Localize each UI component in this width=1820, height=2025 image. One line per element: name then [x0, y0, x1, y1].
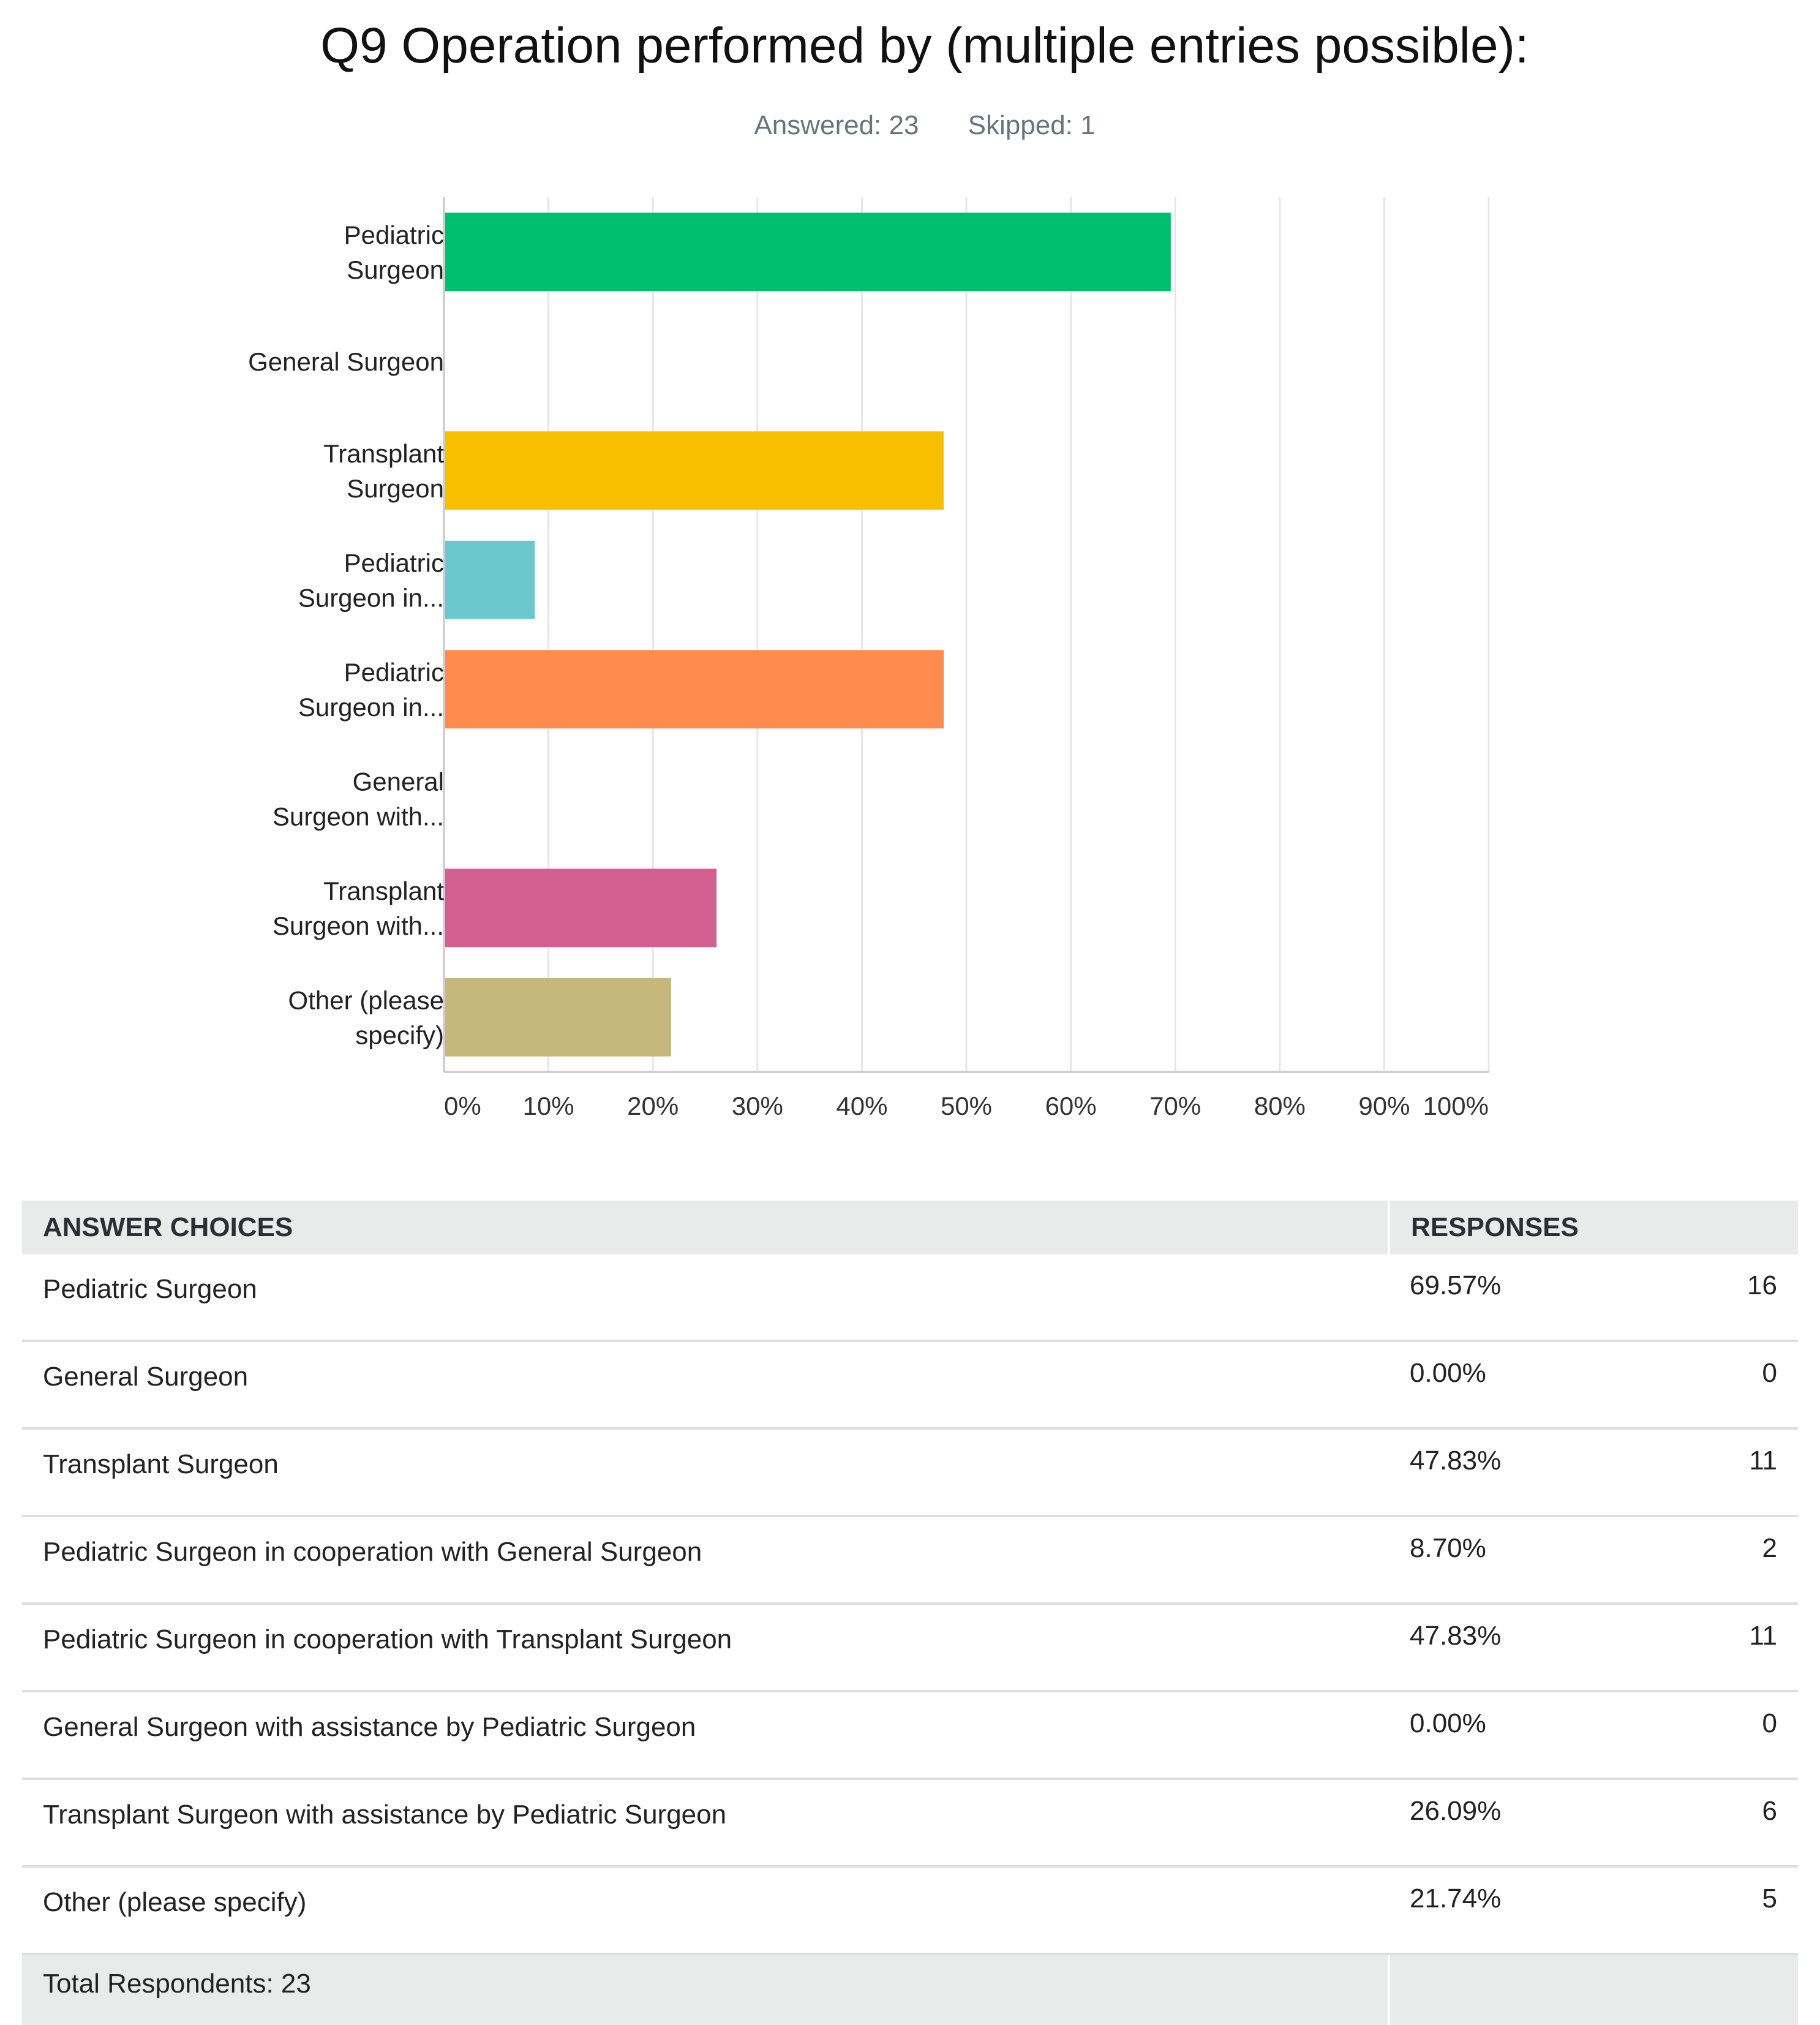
table-row: Transplant Surgeon 47.83% 11	[22, 1428, 1798, 1517]
category-label: Transplant	[323, 877, 444, 905]
x-tick-label: 30%	[732, 1092, 783, 1120]
table-row: General Surgeon with assistance by Pedia…	[22, 1691, 1798, 1780]
response-percent-cell: 47.83%	[1389, 1604, 1667, 1692]
category-label: Other (please	[288, 986, 444, 1014]
answer-choice-cell: Pediatric Surgeon	[22, 1254, 1389, 1342]
x-tick-label: 20%	[627, 1092, 679, 1120]
x-tick-label: 50%	[941, 1092, 992, 1120]
table-row: Transplant Surgeon with assistance by Pe…	[22, 1779, 1798, 1868]
answer-choice-cell: Pediatric Surgeon in cooperation with Tr…	[22, 1604, 1389, 1692]
category-label: Pediatric	[344, 221, 444, 249]
category-label: specify)	[355, 1020, 444, 1049]
bar	[444, 540, 535, 619]
x-tick-label: 10%	[523, 1092, 574, 1120]
response-summary: Answered: 23 Skipped: 1	[0, 110, 1820, 141]
category-label: Surgeon	[347, 255, 444, 284]
table-row: General Surgeon 0.00% 0	[22, 1341, 1798, 1430]
table-row: Pediatric Surgeon 69.57% 16	[22, 1254, 1798, 1342]
response-percent-cell: 69.57%	[1389, 1254, 1667, 1342]
answer-choices-header: ANSWER CHOICES	[22, 1201, 1389, 1254]
x-tick-label: 100%	[1423, 1092, 1489, 1120]
answer-choice-cell: Transplant Surgeon	[22, 1428, 1389, 1517]
category-label: Surgeon with...	[273, 911, 444, 940]
bar	[444, 978, 671, 1057]
response-count-cell: 11	[1667, 1604, 1798, 1692]
category-label: Transplant	[323, 439, 444, 468]
table-row: Pediatric Surgeon in cooperation with Ge…	[22, 1516, 1798, 1605]
category-label: Surgeon	[347, 474, 444, 503]
x-tick-label: 60%	[1045, 1092, 1097, 1120]
table-row: Pediatric Surgeon in cooperation with Tr…	[22, 1604, 1798, 1692]
bar-chart: Pediatric Surgeon General Surgeon Transplan…	[248, 197, 1490, 1120]
table-header-row: ANSWER CHOICES RESPONSES	[22, 1201, 1798, 1254]
bar	[444, 431, 944, 510]
total-row: Total Respondents: 23	[22, 1954, 1798, 2025]
response-percent-cell: 0.00%	[1389, 1691, 1667, 1780]
x-tick-label: 80%	[1254, 1092, 1306, 1120]
response-count-cell: 16	[1667, 1254, 1798, 1342]
response-count-cell: 0	[1667, 1341, 1798, 1430]
bar	[444, 650, 944, 729]
answer-choice-cell: General Surgeon with assistance by Pedia…	[22, 1691, 1389, 1780]
answer-choice-cell: Transplant Surgeon with assistance by Pe…	[22, 1779, 1389, 1868]
response-percent-cell: 47.83%	[1389, 1428, 1667, 1517]
category-label: Pediatric	[344, 548, 444, 577]
response-percent-cell: 26.09%	[1389, 1779, 1667, 1868]
response-count-cell: 2	[1667, 1516, 1798, 1605]
response-percent-cell: 8.70%	[1389, 1516, 1667, 1605]
response-count-cell: 0	[1667, 1691, 1798, 1780]
skipped-count: Skipped: 1	[968, 110, 1096, 140]
response-count-cell: 5	[1667, 1866, 1798, 1955]
bar	[444, 213, 1171, 292]
x-tick-label: 40%	[836, 1092, 887, 1120]
responses-header: RESPONSES	[1388, 1201, 1798, 1254]
answer-choice-cell: General Surgeon	[22, 1341, 1389, 1430]
category-label: Pediatric	[344, 658, 444, 687]
answer-choice-cell: Other (please specify)	[22, 1866, 1389, 1955]
category-label: Surgeon in...	[298, 583, 444, 612]
response-percent-cell: 0.00%	[1389, 1341, 1667, 1430]
table-row: Other (please specify) 21.74% 5	[22, 1866, 1798, 1955]
answered-count: Answered: 23	[754, 110, 919, 140]
total-blank-cell	[1388, 1954, 1798, 2025]
category-label: Surgeon with...	[273, 802, 444, 831]
response-count-cell: 6	[1667, 1779, 1798, 1868]
total-respondents: Total Respondents: 23	[22, 1954, 1389, 2025]
category-label: General Surgeon	[248, 347, 444, 376]
response-percent-cell: 21.74%	[1389, 1866, 1667, 1955]
bar	[444, 869, 717, 948]
responses-table: ANSWER CHOICES RESPONSES Pediatric Surge…	[22, 1201, 1798, 2025]
category-label: General	[353, 767, 444, 796]
x-tick-label: 90%	[1358, 1092, 1410, 1120]
x-tick-label: 0%	[444, 1092, 481, 1120]
page-title: Q9 Operation performed by (multiple entr…	[320, 18, 1529, 74]
category-label: Surgeon in...	[298, 693, 444, 722]
answer-choice-cell: Pediatric Surgeon in cooperation with Ge…	[22, 1516, 1389, 1605]
response-count-cell: 11	[1667, 1428, 1798, 1517]
x-tick-label: 70%	[1149, 1092, 1201, 1120]
